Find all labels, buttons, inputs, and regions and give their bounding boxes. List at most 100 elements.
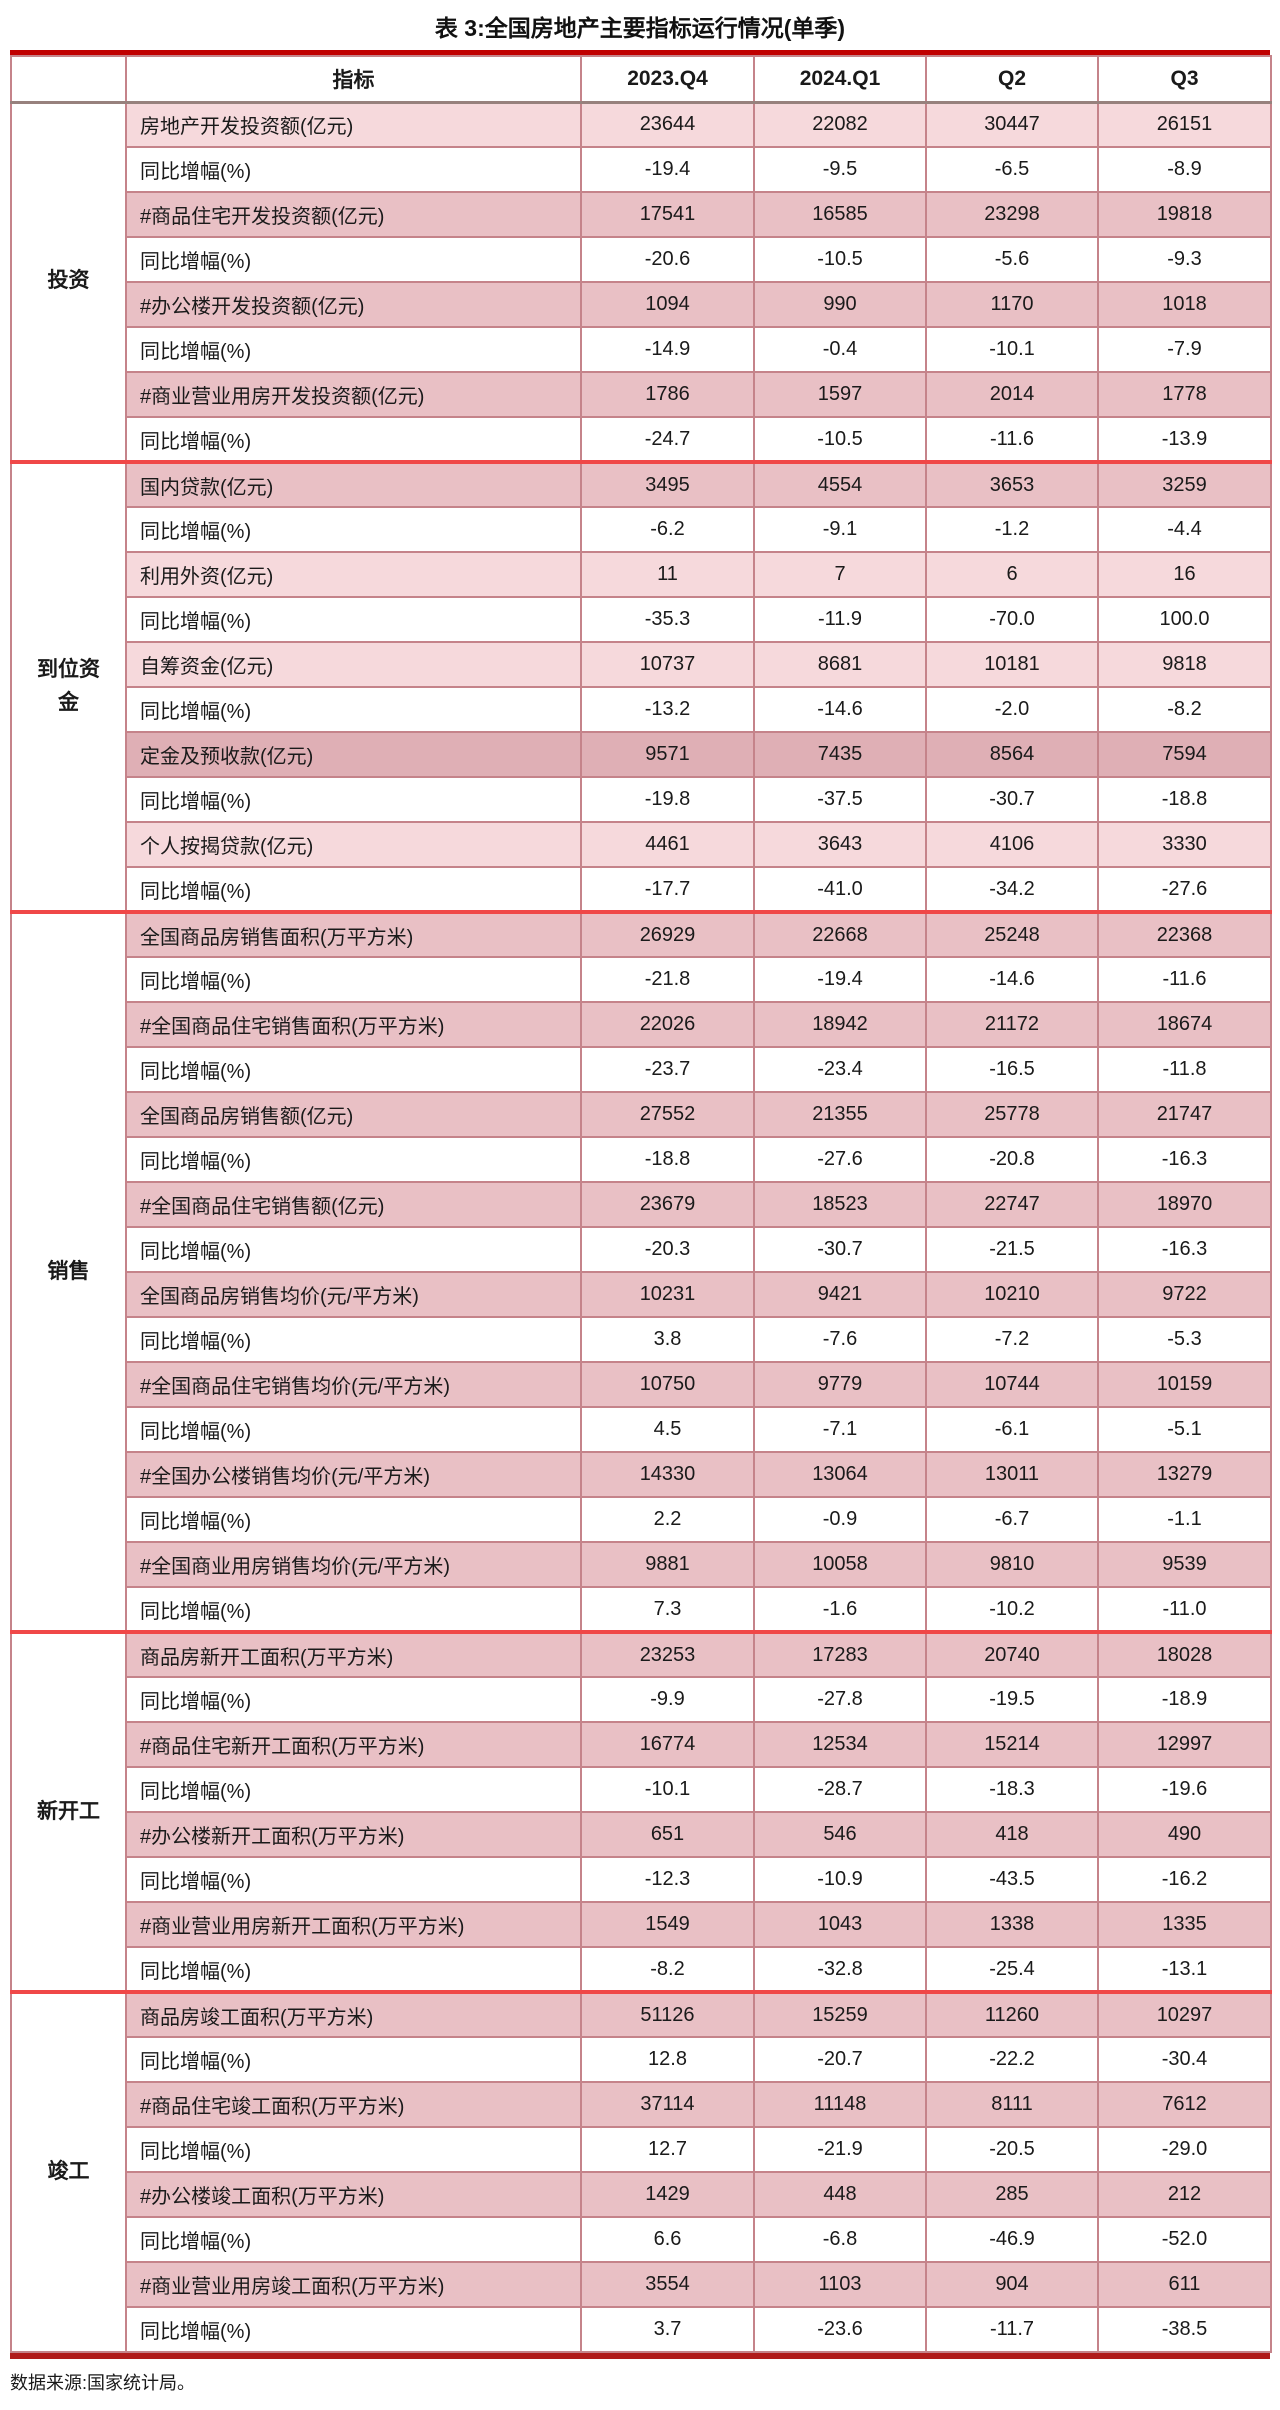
value-cell: 10159 <box>1097 1361 1272 1408</box>
value-cell: -10.5 <box>753 236 927 283</box>
value-cell: 904 <box>925 2261 1099 2308</box>
table-row: 新开工 商品房新开工面积(万平方米) 23253 17283 20740 18028 <box>10 1630 1272 1993</box>
value-cell: -19.4 <box>580 146 755 193</box>
indicators-table-wrap: 指标 2023.Q4 2024.Q1 Q2 Q3 投资 房地产开发投资额(亿元) 2… <box>10 50 1272 2359</box>
value-cell: -2.0 <box>925 686 1099 733</box>
value-cell: -10.1 <box>925 326 1099 373</box>
value-cell: 22668 <box>753 910 927 958</box>
value-cell: -21.9 <box>753 2126 927 2173</box>
table-row: 同比增幅(%) 3.7 -23.6 -11.7 -38.5 <box>11 2306 1272 2353</box>
table-header-row: 指标 2023.Q4 2024.Q1 Q2 Q3 <box>10 55 1272 104</box>
table-row: 同比增幅(%) 2.2 -0.9 -6.7 -1.1 <box>11 1496 1272 1543</box>
value-cell: 7435 <box>753 731 927 778</box>
value-cell: -16.3 <box>1097 1136 1272 1183</box>
indicator-cell: #全国办公楼销售均价(元/平方米) <box>125 1451 582 1498</box>
value-cell: -6.7 <box>925 1496 1099 1543</box>
value-cell: -6.1 <box>925 1406 1099 1453</box>
table-row: 个人按揭贷款(亿元) 4461 3643 4106 3330 <box>11 821 1272 868</box>
indicator-cell: 同比增幅(%) <box>125 596 582 643</box>
value-cell: 18970 <box>1097 1181 1272 1228</box>
value-cell: -11.7 <box>925 2306 1099 2353</box>
table-row: #全国商品住宅销售额(亿元) 23679 18523 22747 18970 <box>11 1181 1272 1228</box>
value-cell: 7 <box>753 551 927 598</box>
value-cell: -20.8 <box>925 1136 1099 1183</box>
value-cell: 418 <box>925 1811 1099 1858</box>
value-cell: 10750 <box>580 1361 755 1408</box>
table-row: #全国商品住宅销售均价(元/平方米) 10750 9779 10744 10159 <box>11 1361 1272 1408</box>
value-cell: -43.5 <box>925 1856 1099 1903</box>
value-cell: -19.8 <box>580 776 755 823</box>
value-cell: -8.2 <box>580 1946 755 1993</box>
value-cell: -9.5 <box>753 146 927 193</box>
table-row: 同比增幅(%) 3.8 -7.6 -7.2 -5.3 <box>11 1316 1272 1363</box>
value-cell: 30447 <box>925 101 1099 148</box>
value-cell: 1549 <box>580 1901 755 1948</box>
indicator-cell: 同比增幅(%) <box>125 1226 582 1273</box>
value-cell: -7.1 <box>753 1406 927 1453</box>
value-cell: -13.9 <box>1097 416 1272 463</box>
value-cell: -28.7 <box>753 1766 927 1813</box>
table-row: 全国商品房销售均价(元/平方米) 10231 9421 10210 9722 <box>11 1271 1272 1318</box>
table-row: #商业营业用房开发投资额(亿元) 1786 1597 2014 1778 <box>11 371 1272 418</box>
indicator-cell: 同比增幅(%) <box>125 146 582 193</box>
value-cell: -1.6 <box>753 1586 927 1633</box>
indicator-cell: #全国商业用房销售均价(元/平方米) <box>125 1541 582 1588</box>
value-cell: -38.5 <box>1097 2306 1272 2353</box>
value-cell: -6.2 <box>580 506 755 553</box>
value-cell: 9818 <box>1097 641 1272 688</box>
value-cell: 27552 <box>580 1091 755 1138</box>
value-cell: 37114 <box>580 2081 755 2128</box>
indicator-cell: 同比增幅(%) <box>125 1946 582 1993</box>
value-cell: -30.4 <box>1097 2036 1272 2083</box>
group-cell: 竣工 <box>10 1990 127 2353</box>
value-cell: 1043 <box>753 1901 927 1948</box>
value-cell: 3495 <box>580 460 755 508</box>
value-cell: -27.8 <box>753 1676 927 1723</box>
table-row: 到位资 金国内贷款(亿元) 3495 4554 3653 3259 <box>10 460 1272 913</box>
value-cell: 19818 <box>1097 191 1272 238</box>
table-row: #办公楼竣工面积(万平方米) 1429 448 285 212 <box>11 2171 1272 2218</box>
value-cell: 7612 <box>1097 2081 1272 2128</box>
value-cell: -25.4 <box>925 1946 1099 1993</box>
indicator-cell: 同比增幅(%) <box>125 956 582 1003</box>
indicator-cell: 商品房新开工面积(万平方米) <box>125 1630 582 1678</box>
value-cell: 4461 <box>580 821 755 868</box>
value-cell: 100.0 <box>1097 596 1272 643</box>
value-cell: -7.6 <box>753 1316 927 1363</box>
value-cell: 10210 <box>925 1271 1099 1318</box>
value-cell: -19.4 <box>753 956 927 1003</box>
indicator-cell: 同比增幅(%) <box>125 866 582 913</box>
value-cell: -0.4 <box>753 326 927 373</box>
page-title: 表 3:全国房地产主要指标运行情况(单季) <box>434 15 846 41</box>
value-cell: 16774 <box>580 1721 755 1768</box>
value-cell: 22026 <box>580 1001 755 1048</box>
value-cell: 1778 <box>1097 371 1272 418</box>
value-cell: -21.5 <box>925 1226 1099 1273</box>
table-row: 销售 全国商品房销售面积(万平方米) 26929 22668 25248 22368 <box>10 910 1272 1633</box>
value-cell: -27.6 <box>1097 866 1272 913</box>
value-cell: -20.5 <box>925 2126 1099 2173</box>
table-row: 同比增幅(%) -19.4 -9.5 -6.5 -8.9 <box>11 146 1272 193</box>
value-cell: 1018 <box>1097 281 1272 328</box>
value-cell: -32.8 <box>753 1946 927 1993</box>
table-row: 同比增幅(%) -23.7 -23.4 -16.5 -11.8 <box>11 1046 1272 1093</box>
value-cell: -7.9 <box>1097 326 1272 373</box>
value-cell: 18942 <box>753 1001 927 1048</box>
value-cell: 1597 <box>753 371 927 418</box>
value-cell: -52.0 <box>1097 2216 1272 2263</box>
table-row: 同比增幅(%) -17.7 -41.0 -34.2 -27.6 <box>11 866 1272 913</box>
value-cell: 17541 <box>580 191 755 238</box>
table-row: 同比增幅(%) 4.5 -7.1 -6.1 -5.1 <box>11 1406 1272 1453</box>
indicator-cell: 同比增幅(%) <box>125 1046 582 1093</box>
table-row: 同比增幅(%) -20.3 -30.7 -21.5 -16.3 <box>11 1226 1272 1273</box>
value-cell: 9881 <box>580 1541 755 1588</box>
source-note: 数据来源:国家统计局。 <box>10 2373 195 2393</box>
value-cell: 1094 <box>580 281 755 328</box>
table-row: 同比增幅(%) -10.1 -28.7 -18.3 -19.6 <box>11 1766 1272 1813</box>
table-row: #商品住宅竣工面积(万平方米) 37114 11148 8111 7612 <box>11 2081 1272 2128</box>
value-cell: 9779 <box>753 1361 927 1408</box>
table-row: 竣工 商品房竣工面积(万平方米) 51126 15259 11260 10297 <box>10 1990 1272 2353</box>
value-cell: 23298 <box>925 191 1099 238</box>
value-cell: -23.7 <box>580 1046 755 1093</box>
value-cell: -12.3 <box>580 1856 755 1903</box>
